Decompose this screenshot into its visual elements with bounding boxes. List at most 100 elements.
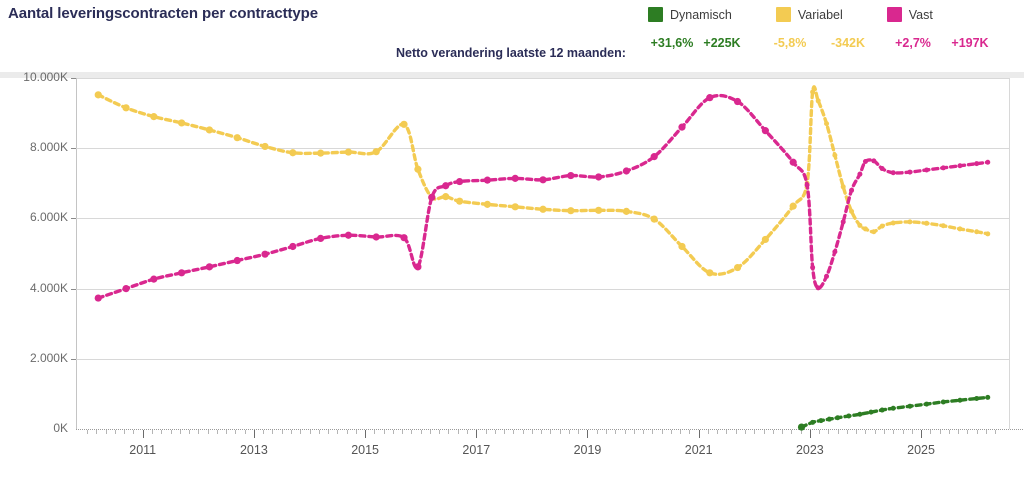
data-point bbox=[907, 403, 913, 409]
header-divider-band bbox=[0, 72, 1024, 78]
data-point bbox=[456, 177, 464, 186]
data-point bbox=[832, 249, 838, 255]
x-axis-minor-tick bbox=[457, 430, 459, 434]
legend-label-variabel: Variabel bbox=[797, 7, 843, 22]
data-point bbox=[511, 174, 519, 182]
gridline bbox=[76, 288, 1010, 290]
legend-item-vast[interactable]: Vast bbox=[886, 7, 933, 22]
x-axis-tick-label: 2023 bbox=[795, 443, 824, 457]
data-point bbox=[985, 231, 991, 237]
data-point bbox=[868, 409, 874, 415]
data-point bbox=[810, 89, 816, 95]
x-axis-minor-tick bbox=[494, 430, 496, 434]
data-point bbox=[344, 231, 353, 239]
data-point bbox=[957, 226, 963, 232]
x-axis-minor-tick bbox=[856, 430, 858, 434]
data-point bbox=[205, 126, 214, 134]
data-point bbox=[650, 153, 658, 161]
chart-subtitle: Netto verandering laatste 12 maanden: bbox=[396, 46, 626, 60]
data-point bbox=[94, 91, 102, 99]
data-point bbox=[924, 220, 930, 226]
x-axis-minor-tick bbox=[893, 430, 895, 434]
x-axis-minor-tick bbox=[578, 430, 580, 434]
x-axis-minor-tick bbox=[819, 430, 821, 434]
series-dynamisch bbox=[797, 394, 991, 431]
data-point bbox=[826, 416, 832, 422]
data-point bbox=[815, 285, 821, 291]
data-point bbox=[122, 104, 130, 112]
data-point bbox=[289, 149, 297, 157]
x-axis-minor-tick bbox=[707, 430, 709, 434]
x-axis-minor-tick bbox=[606, 430, 607, 434]
x-axis-minor-tick bbox=[939, 430, 941, 434]
data-point bbox=[890, 405, 896, 411]
x-axis-minor-tick bbox=[504, 430, 506, 434]
x-axis-minor-tick bbox=[754, 430, 756, 434]
data-point bbox=[539, 205, 547, 213]
x-axis-minor-tick bbox=[467, 430, 469, 434]
data-point bbox=[789, 202, 797, 210]
zero-baseline bbox=[76, 429, 1023, 430]
x-axis-major-tick bbox=[476, 430, 478, 438]
x-axis-minor-tick bbox=[346, 430, 348, 434]
x-axis-minor-tick bbox=[930, 430, 932, 434]
data-point bbox=[122, 285, 130, 293]
data-point bbox=[862, 159, 868, 165]
data-point bbox=[317, 234, 325, 243]
x-axis-minor-tick bbox=[429, 430, 431, 434]
x-axis-minor-tick bbox=[791, 430, 793, 434]
x-axis-tick-label: 2021 bbox=[684, 443, 713, 457]
x-axis-minor-tick bbox=[337, 430, 339, 434]
data-point bbox=[428, 193, 436, 201]
data-point bbox=[761, 235, 769, 244]
legend-label-dynamisch: Dynamisch bbox=[670, 7, 732, 22]
x-axis-minor-tick bbox=[87, 430, 89, 434]
x-axis-minor-tick bbox=[883, 430, 885, 434]
data-point bbox=[761, 127, 769, 135]
x-axis-major-tick bbox=[809, 430, 811, 438]
data-point bbox=[372, 233, 380, 241]
x-axis-tick-label: 2017 bbox=[462, 443, 491, 457]
delta-abs-vast: +197K bbox=[951, 36, 989, 50]
data-point bbox=[957, 397, 963, 403]
x-axis-minor-tick bbox=[114, 430, 116, 434]
y-axis-tick-label: 0K bbox=[53, 421, 68, 435]
data-point bbox=[595, 173, 603, 181]
legend-item-variabel[interactable]: Variabel bbox=[775, 7, 843, 22]
data-point bbox=[539, 176, 547, 184]
x-axis-minor-tick bbox=[485, 430, 487, 434]
x-axis-tick-label: 2019 bbox=[573, 443, 602, 457]
x-axis-minor-tick bbox=[828, 430, 830, 434]
y-axis-tick-mark bbox=[71, 288, 76, 290]
x-axis-minor-tick bbox=[179, 430, 181, 434]
y-axis-tick-label: 8.000K bbox=[29, 140, 68, 155]
x-axis-minor-tick bbox=[216, 430, 218, 434]
legend-item-dynamisch[interactable]: Dynamisch bbox=[648, 7, 732, 22]
data-point bbox=[706, 269, 714, 277]
data-point bbox=[818, 418, 824, 424]
data-point bbox=[857, 411, 863, 417]
y-axis-tick-mark bbox=[71, 358, 76, 360]
x-axis-minor-tick bbox=[531, 430, 533, 434]
x-axis-minor-tick bbox=[837, 430, 839, 434]
y-axis-line bbox=[76, 78, 77, 430]
series-line bbox=[96, 85, 990, 276]
x-axis-minor-tick bbox=[995, 430, 997, 434]
x-axis-minor-tick bbox=[281, 430, 283, 434]
x-axis-minor-tick bbox=[522, 430, 524, 434]
y-axis-tick-label: 4.000K bbox=[29, 280, 68, 295]
data-point bbox=[871, 158, 877, 164]
x-axis-minor-tick bbox=[328, 430, 330, 434]
x-axis-minor-tick bbox=[207, 430, 209, 434]
data-point bbox=[890, 170, 896, 176]
series-vast bbox=[94, 93, 991, 302]
data-point bbox=[678, 123, 686, 131]
data-point bbox=[862, 226, 868, 232]
data-point bbox=[344, 148, 353, 156]
delta-pct-dynamisch: +31,6% bbox=[650, 36, 694, 50]
delta-abs-variabel: -342K bbox=[830, 36, 866, 50]
data-point bbox=[940, 223, 946, 229]
data-point bbox=[94, 294, 102, 302]
data-point bbox=[678, 242, 686, 251]
legend-swatch-variabel bbox=[775, 7, 791, 22]
